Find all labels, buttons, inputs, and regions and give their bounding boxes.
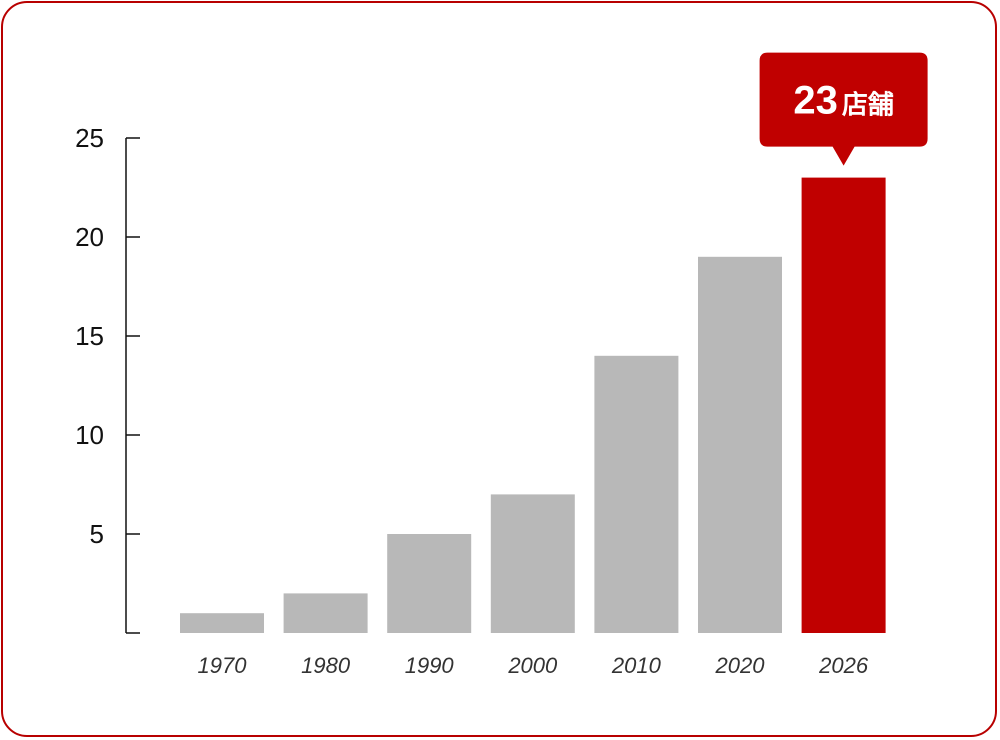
- x-tick-label: 1990: [405, 653, 455, 678]
- y-tick-label: 15: [75, 321, 104, 351]
- value-callout: 23 店舗: [759, 52, 928, 166]
- x-axis-labels: 1970 1980 1990 2000 2010 2020 2026: [198, 653, 869, 678]
- x-tick-label: 1970: [198, 653, 248, 678]
- callout-unit: 店舗: [842, 91, 894, 121]
- x-tick-label: 2026: [818, 653, 869, 678]
- x-tick-label: 1980: [301, 653, 351, 678]
- y-axis: 5 10 15 20 25: [75, 123, 140, 634]
- x-tick-label: 2000: [507, 653, 558, 678]
- callout-value: 23: [793, 79, 838, 123]
- callout-label: 23 店舗: [793, 79, 894, 123]
- bars: [180, 177, 886, 633]
- bar-1970: [180, 613, 264, 633]
- y-tick-label: 5: [90, 519, 104, 549]
- x-tick-label: 2010: [611, 653, 662, 678]
- bar-2000: [490, 494, 575, 633]
- y-tick-label: 10: [75, 420, 104, 450]
- bar-1990: [387, 534, 472, 633]
- y-tick-label: 20: [75, 222, 104, 252]
- y-tick-label: 25: [75, 123, 104, 153]
- bar-2026: [801, 177, 886, 633]
- x-tick-label: 2020: [715, 653, 766, 678]
- bar-2010: [594, 355, 679, 633]
- callout-bubble: [759, 52, 928, 166]
- bar-2020: [698, 256, 782, 633]
- bar-1980: [283, 593, 368, 633]
